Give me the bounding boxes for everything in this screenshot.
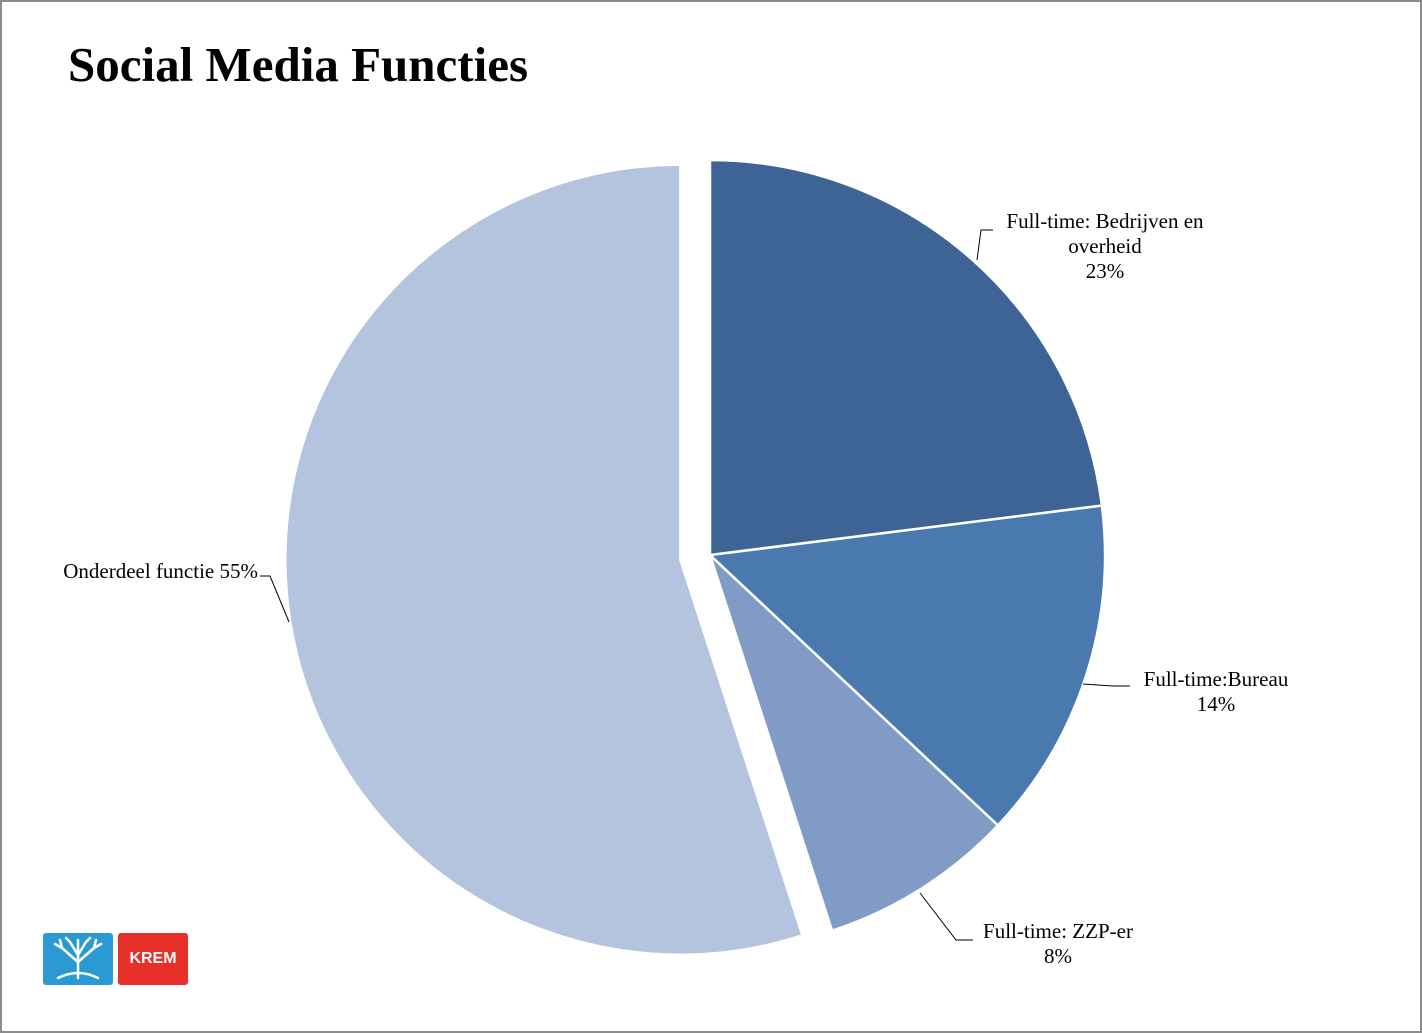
logo-badge bbox=[118, 933, 188, 985]
pie-slice bbox=[708, 554, 1000, 933]
slice-name: Full-time:Bureau bbox=[1143, 667, 1289, 691]
logo-tree bbox=[53, 936, 103, 980]
slice-label: Full-time: Bedrijven en overheid 23% bbox=[975, 209, 1235, 284]
leader-line bbox=[919, 892, 973, 941]
slice-label: Full-time: ZZP-er 8% bbox=[938, 919, 1178, 969]
slice-value: 14% bbox=[1196, 692, 1236, 716]
slice-value: 55% bbox=[219, 559, 259, 583]
logo-text: KREM bbox=[129, 950, 177, 967]
leader-lines bbox=[260, 229, 1130, 941]
leader-line bbox=[260, 575, 290, 623]
pie-slice bbox=[707, 504, 1107, 828]
leader-line bbox=[1082, 683, 1130, 687]
slice-name: Onderdeel functie bbox=[63, 559, 215, 583]
slice-label: Onderdeel functie 55% bbox=[0, 559, 258, 584]
leader-line bbox=[976, 229, 993, 261]
slice-value: 8% bbox=[1044, 944, 1072, 968]
slice-name: Full-time: Bedrijven en overheid bbox=[1006, 209, 1204, 258]
chart-title: Social Media Functies bbox=[68, 37, 529, 92]
slice-value: 23% bbox=[1085, 259, 1125, 283]
slice-label: Full-time:Bureau 14% bbox=[1096, 667, 1336, 717]
pie-slice bbox=[284, 163, 805, 956]
pie-slice bbox=[708, 158, 1104, 557]
slice-name: Full-time: ZZP-er bbox=[983, 919, 1133, 943]
